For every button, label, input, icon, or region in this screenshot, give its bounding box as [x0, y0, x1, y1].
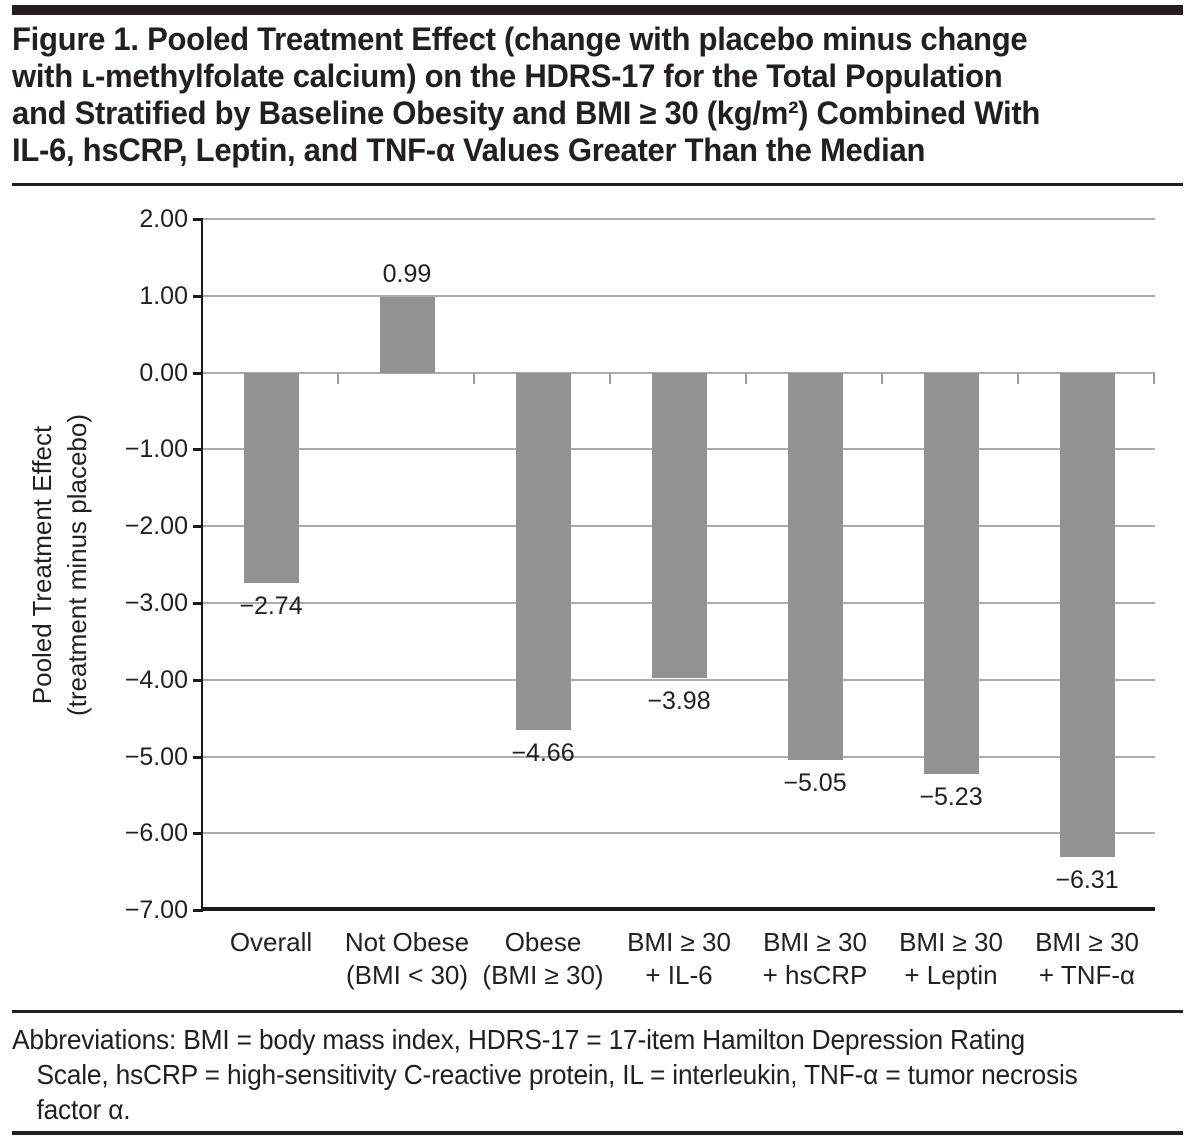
bar — [923, 372, 979, 775]
bar-value-label: 0.99 — [382, 259, 432, 288]
title-line: IL-6, hsCRP, Leptin, and TNF-α Values Gr… — [12, 132, 926, 168]
footnote-line: factor α. — [36, 1094, 131, 1125]
category-label: BMI ≥ 30 + TNF-α — [989, 926, 1185, 992]
category-label-line: + IL-6 — [645, 960, 713, 990]
y-axis-line — [201, 219, 203, 911]
category-label-line: BMI ≥ 30 — [627, 927, 731, 957]
category-tick-mark — [881, 372, 883, 384]
category-label: Obese (BMI ≥ 30) — [445, 926, 641, 992]
category-tick-mark — [609, 372, 611, 384]
bar — [1059, 372, 1115, 858]
category-label-line: + TNF-α — [1038, 960, 1136, 990]
category-tick-mark — [337, 372, 339, 384]
category-label-line: Obese — [504, 927, 582, 957]
footnote-top-rule — [12, 1010, 1183, 1013]
gridline — [203, 218, 1155, 220]
bar — [787, 372, 843, 761]
y-tick-mark — [193, 371, 203, 375]
y-tick-mark — [193, 755, 203, 759]
y-tick-label: −2.00 — [124, 512, 188, 541]
y-tick-mark — [193, 832, 203, 836]
y-tick-mark — [193, 294, 203, 298]
y-tick-label: −4.00 — [124, 665, 188, 694]
category-label-line: (BMI < 30) — [345, 960, 469, 990]
footnote-line: Scale, hsCRP = high-sensitivity C-reacti… — [36, 1059, 1078, 1090]
y-tick-label: 1.00 — [139, 281, 188, 310]
y-tick-mark — [193, 525, 203, 529]
bar-value-label: −2.74 — [239, 592, 303, 621]
category-tick-mark — [1017, 372, 1019, 384]
y-tick-label: −1.00 — [124, 435, 188, 464]
y-tick-label: 0.00 — [139, 358, 188, 387]
category-label-line: Overall — [229, 927, 313, 957]
gridline — [203, 755, 1155, 758]
y-tick-mark — [193, 678, 203, 682]
abbreviations-note: Abbreviations: BMI = body mass index, HD… — [12, 1022, 1146, 1127]
bar-value-label: −3.98 — [647, 687, 711, 716]
title-divider — [12, 183, 1183, 186]
y-tick-label: 2.00 — [139, 205, 188, 233]
title-line: Figure 1. Pooled Treatment Effect (chang… — [12, 21, 1028, 57]
footnote-line: Abbreviations: BMI = body mass index, HD… — [12, 1024, 1025, 1055]
category-tick-mark — [1153, 372, 1155, 384]
y-tick-label: −6.00 — [124, 819, 188, 848]
title-line: and Stratified by Baseline Obesity and B… — [12, 95, 1041, 131]
category-label: Overall — [173, 926, 369, 959]
x-axis-line — [201, 907, 1155, 911]
bar — [243, 372, 299, 584]
category-label-line: BMI ≥ 30 — [763, 927, 867, 957]
y-tick-label: −5.00 — [124, 742, 188, 771]
y-tick-mark — [193, 602, 203, 605]
category-label-line: BMI ≥ 30 — [1035, 927, 1139, 957]
y-tick-mark — [193, 218, 203, 221]
plot-area: −2.74 0.99 −4.66 −3.98 −5.05 −5.23 −6.31 — [203, 218, 1155, 911]
gridline — [203, 678, 1155, 681]
bar-value-label: −6.31 — [1055, 866, 1119, 895]
bar-value-label: −5.05 — [783, 769, 847, 798]
figure-title: Figure 1. Pooled Treatment Effect (chang… — [12, 21, 1072, 169]
top-rule — [12, 5, 1183, 15]
category-label: BMI ≥ 30 + IL-6 — [581, 926, 777, 992]
bar-value-label: −4.66 — [511, 739, 575, 768]
category-label-line: BMI ≥ 30 — [899, 927, 1003, 957]
category-tick-mark — [745, 372, 747, 384]
y-tick-mark — [193, 448, 203, 452]
y-tick-label: −3.00 — [124, 589, 188, 617]
bar — [651, 372, 707, 679]
y-tick-label: −7.00 — [124, 896, 188, 925]
gridline — [203, 294, 1155, 297]
y-axis-title-line1: Pooled Treatment Effect — [27, 425, 57, 705]
bar — [379, 296, 435, 373]
x-axis-category-labels: Overall Not Obese (BMI < 30) Obese (BMI ≥ 30… — [203, 926, 1155, 996]
category-label-line: + hsCRP — [762, 960, 868, 990]
category-label: BMI ≥ 30 + hsCRP — [717, 926, 913, 992]
category-label-line: (BMI ≥ 30) — [482, 960, 604, 990]
y-tick-mark — [193, 909, 203, 913]
bar-value-label: −5.23 — [919, 783, 983, 812]
bottom-rule — [12, 1131, 1183, 1135]
title-line: with ʟ-methylfolate calcium) on the HDRS… — [12, 58, 1003, 94]
gridline — [203, 832, 1155, 835]
category-label-line: + Leptin — [904, 960, 998, 990]
category-label: BMI ≥ 30 + Leptin — [853, 926, 1049, 992]
category-label: Not Obese (BMI < 30) — [309, 926, 505, 992]
category-tick-mark — [473, 372, 475, 384]
category-label-line: Not Obese — [344, 927, 470, 957]
bar — [515, 372, 571, 731]
